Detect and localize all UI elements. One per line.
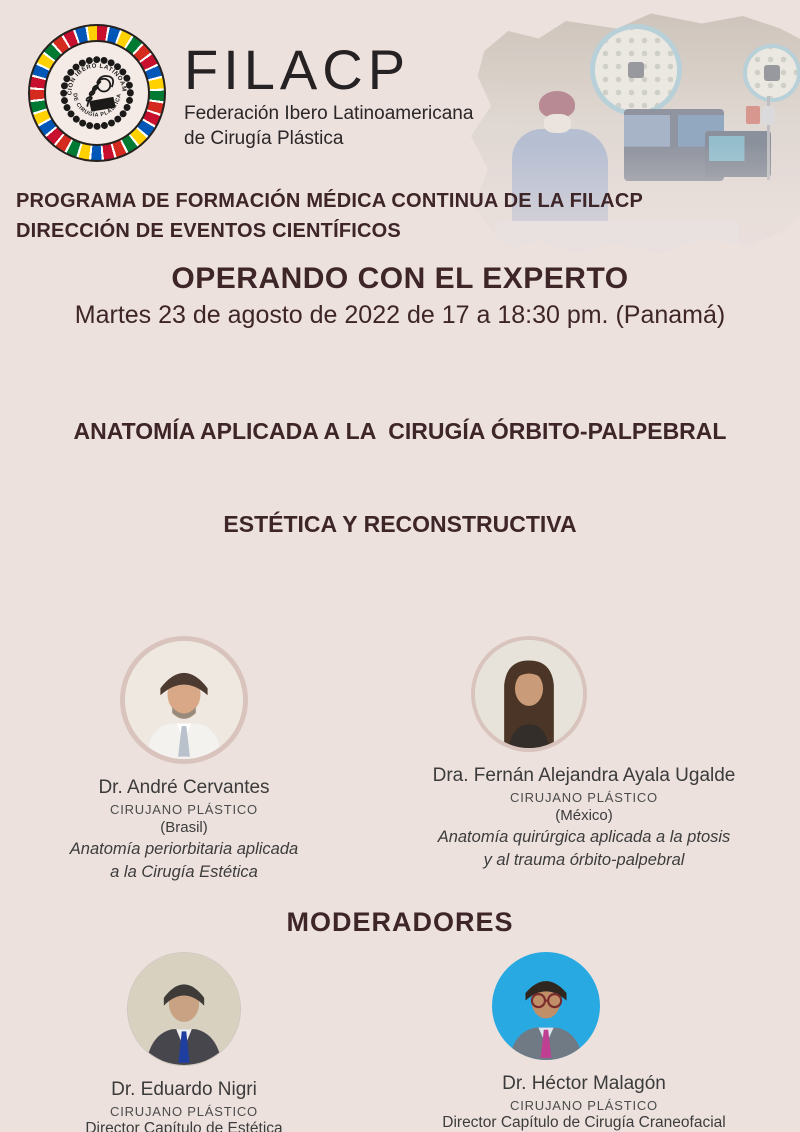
header: FEDERACIÓN IBERO LATINOAMERICANA DE CIRU… xyxy=(0,0,800,162)
speaker-card: Dr. André Cervantes CIRUJANO PLÁSTICO (B… xyxy=(0,636,368,883)
moderator-title: Director Capítulo de Estética xyxy=(85,1119,283,1132)
event-topic-line1: ANATOMÍA APLICADA A LA CIRUGÍA ÓRBITO-PA… xyxy=(73,418,727,445)
speaker2-portrait-icon xyxy=(475,640,583,749)
moderators-heading: MODERADORES xyxy=(286,906,514,937)
logo-center-art xyxy=(85,75,116,112)
org-acronym: FILACP xyxy=(184,38,411,101)
speaker-talk-line2: y al trauma órbito-palpebral xyxy=(483,850,685,869)
program-line2: DIRECCIÓN DE EVENTOS CIENTÍFICOS xyxy=(16,220,401,242)
speakers-section: Dr. André Cervantes CIRUJANO PLÁSTICO (B… xyxy=(0,636,800,883)
filacp-logo: FEDERACIÓN IBERO LATINOAMERICANA DE CIRU… xyxy=(28,24,166,162)
moderator-photo xyxy=(492,951,600,1060)
moderator-card: Dr. Héctor Malagón CIRUJANO PLÁSTICO Dir… xyxy=(368,951,800,1132)
moderator-title: Director Capítulo de Cirugía Craneofacia… xyxy=(442,1113,726,1131)
operating-room-photo xyxy=(470,13,800,254)
event-topic-line2: ESTÉTICA Y RECONSTRUCTIVA xyxy=(223,511,577,538)
speaker-country: (México) xyxy=(555,807,613,825)
moderator1-portrait-icon xyxy=(128,952,240,1065)
org-title-block: FILACP Federación Ibero Latinoamericana … xyxy=(184,24,473,162)
moderator-card: Dr. Eduardo Nigri CIRUJANO PLÁSTICO Dire… xyxy=(0,951,368,1132)
speaker-name: Dr. André Cervantes xyxy=(98,777,270,799)
org-name-line2: de Cirugía Plástica xyxy=(184,127,344,149)
moderator2-portrait-icon xyxy=(492,951,600,1060)
filacp-emblem-icon: FEDERACIÓN IBERO LATINOAMERICANA DE CIRU… xyxy=(46,42,134,130)
speaker-photo xyxy=(120,636,248,765)
speaker-talk-line2: a la Cirugía Estética xyxy=(110,862,258,881)
moderator-name: Dr. Héctor Malagón xyxy=(502,1072,666,1094)
speaker-card: Dra. Fernán Alejandra Ayala Ugalde CIRUJ… xyxy=(368,636,800,883)
org-name-line1: Federación Ibero Latinoamericana xyxy=(184,103,474,124)
program-heading: PROGRAMA DE FORMACIÓN MÉDICA CONTINUA DE… xyxy=(16,186,800,246)
event-topic: ANATOMÍA APLICADA A LA CIRUGÍA ÓRBITO-PA… xyxy=(0,354,800,602)
speaker-photo xyxy=(471,636,587,753)
speaker-name: Dra. Fernán Alejandra Ayala Ugalde xyxy=(432,765,736,787)
moderators-section: Dr. Eduardo Nigri CIRUJANO PLÁSTICO Dire… xyxy=(0,951,800,1132)
speaker-role: CIRUJANO PLÁSTICO xyxy=(510,790,658,806)
speaker-talk-line1: Anatomía periorbitaria aplicada xyxy=(69,840,299,859)
speaker-talk-line1: Anatomía quirúrgica aplicada a la ptosis xyxy=(437,828,731,847)
moderator-role: CIRUJANO PLÁSTICO xyxy=(110,1103,258,1119)
speaker-talk: Anatomía quirúrgica aplicada a la ptosis… xyxy=(368,826,800,871)
moderator-name: Dr. Eduardo Nigri xyxy=(111,1078,257,1100)
event-title: OPERANDO CON EL EXPERTO xyxy=(171,262,629,295)
program-line1: PROGRAMA DE FORMACIÓN MÉDICA CONTINUA DE… xyxy=(16,190,644,212)
speaker-role: CIRUJANO PLÁSTICO xyxy=(110,802,258,818)
moderator-photo xyxy=(127,951,241,1066)
speaker1-portrait-icon xyxy=(125,641,243,760)
speaker-talk: Anatomía periorbitaria aplicada a la Cir… xyxy=(0,838,368,883)
moderator-role: CIRUJANO PLÁSTICO xyxy=(510,1097,658,1113)
speaker-country: (Brasil) xyxy=(160,819,208,837)
event-datetime: Martes 23 de agosto de 2022 de 17 a 18:3… xyxy=(74,301,726,329)
